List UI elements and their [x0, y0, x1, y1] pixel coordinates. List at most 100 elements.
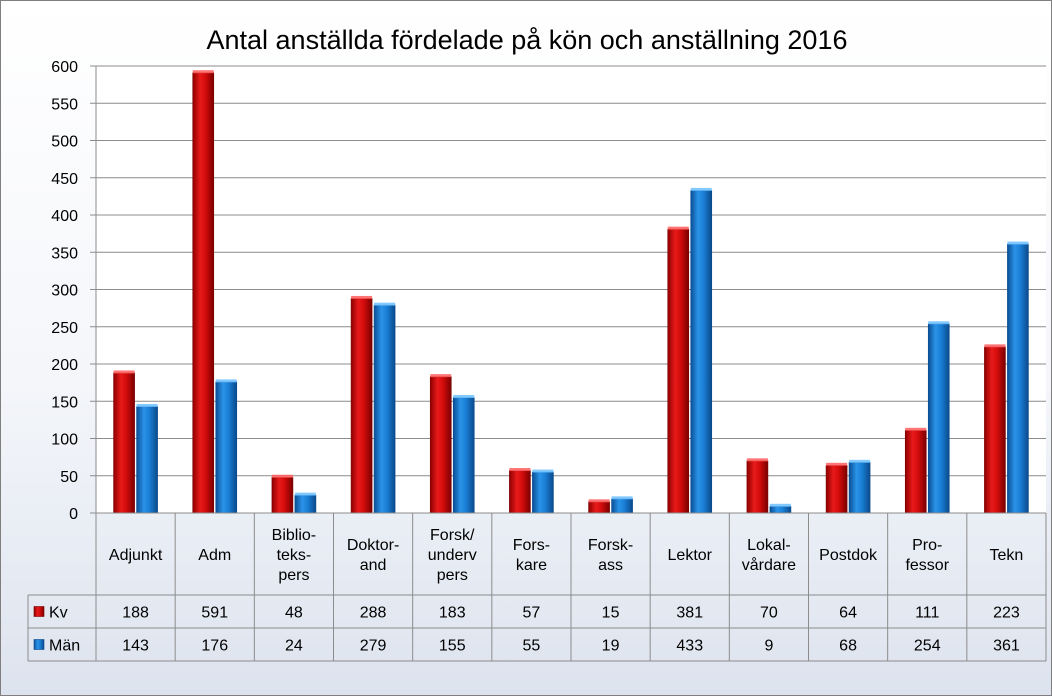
bar-kv-top [746, 458, 768, 462]
bar-man-top [611, 496, 633, 500]
data-label: 183 [439, 605, 466, 622]
data-label: 254 [914, 638, 941, 655]
category-label: Adjunkt [109, 547, 163, 564]
legend-key-man [33, 639, 45, 650]
y-tick-label: 450 [51, 171, 78, 188]
legend-label-kv: Kv [49, 605, 68, 622]
bar-man-top [294, 492, 316, 496]
category-label: vårdare [742, 556, 796, 574]
data-label: 64 [839, 605, 857, 622]
data-label: 68 [839, 638, 857, 655]
y-tick-label: 300 [51, 283, 78, 300]
bar-kv-top [509, 468, 531, 472]
data-label: 15 [602, 605, 620, 622]
category-label: pers [437, 567, 468, 584]
category-label: fessor [905, 557, 949, 574]
bar-man [690, 190, 713, 514]
bar-man-top [928, 321, 950, 325]
data-label: 19 [602, 638, 620, 655]
bar-kv [984, 346, 1006, 514]
data-label: 288 [360, 605, 387, 622]
data-label: 361 [993, 638, 1020, 655]
bar-man [1007, 243, 1029, 514]
y-tick-label: 400 [51, 208, 78, 225]
category-label: ass [598, 557, 623, 574]
bar-man-top [769, 503, 791, 507]
category-label: Biblio- [272, 527, 316, 544]
data-label: 70 [760, 605, 778, 622]
y-tick-label: 100 [51, 432, 78, 449]
bar-man [611, 498, 633, 514]
category-label: Forsk/ [430, 527, 475, 544]
bar-man-top [1007, 241, 1029, 245]
bar-kv [667, 228, 690, 514]
category-label: Fors- [513, 537, 550, 554]
category-label: Postdok [819, 547, 878, 564]
bar-man [848, 462, 871, 514]
category-label: Doktor- [347, 537, 399, 554]
bar-kv [271, 476, 294, 514]
y-tick-label: 50 [60, 469, 78, 486]
bar-man-top [849, 459, 871, 463]
data-label: 279 [360, 638, 387, 655]
bar-kv [429, 376, 452, 514]
bar-kv-top [984, 344, 1006, 348]
category-label: Pro- [912, 537, 942, 554]
data-label: 433 [676, 638, 703, 655]
bar-man-top [532, 469, 554, 473]
bar-kv-top [667, 226, 689, 230]
y-tick-label: 500 [51, 134, 78, 151]
bar-kv-top [351, 295, 373, 299]
bar-man [927, 323, 950, 514]
y-tick-label: 0 [69, 506, 78, 523]
bar-kv [904, 430, 927, 514]
category-label: teks- [277, 547, 312, 564]
bar-man [452, 397, 475, 514]
category-label: Forsk- [588, 537, 633, 554]
bar-man-top [453, 395, 475, 399]
bar-man-top [215, 379, 237, 383]
bar-man-top [690, 187, 712, 191]
data-label: 9 [764, 638, 773, 655]
bar-kv-top [192, 70, 214, 74]
data-label: 24 [285, 638, 303, 655]
data-label: 176 [201, 638, 228, 655]
bar-kv-top [430, 374, 452, 378]
bar-man-top [136, 403, 158, 407]
bar-kv [588, 501, 610, 514]
y-tick-label: 200 [51, 357, 78, 374]
data-label: 188 [122, 605, 149, 622]
bar-kv-top [826, 462, 848, 466]
legend-key-kv [33, 606, 45, 617]
legend-label-man: Män [49, 638, 80, 655]
bar-kv [746, 460, 769, 514]
bar-kv [509, 470, 531, 514]
bar-man [215, 381, 238, 514]
y-tick-label: 600 [51, 59, 78, 76]
category-label: Lokal- [747, 537, 791, 554]
y-tick-label: 250 [51, 320, 78, 337]
bar-man [136, 406, 158, 514]
data-label: 48 [285, 605, 303, 622]
data-label: 381 [676, 605, 703, 622]
bar-kv [113, 372, 135, 514]
bar-kv-top [905, 427, 927, 431]
y-tick-label: 350 [51, 245, 78, 262]
y-tick-label: 550 [51, 96, 78, 113]
bar-kv [192, 72, 215, 514]
category-label: Adm [198, 547, 231, 564]
data-label: 223 [993, 605, 1020, 622]
data-label: 155 [439, 638, 466, 655]
bar-kv-top [271, 474, 293, 478]
bar-man [769, 505, 792, 514]
bar-kv-top [113, 370, 135, 374]
bar-kv [825, 465, 848, 514]
category-label: underv [428, 547, 477, 564]
category-label: Lektor [668, 547, 713, 564]
data-label: 55 [523, 638, 541, 655]
data-label: 591 [201, 605, 228, 622]
chart-title: Antal anställda fördelade på kön och ans… [207, 25, 848, 55]
bar-man [294, 494, 317, 514]
